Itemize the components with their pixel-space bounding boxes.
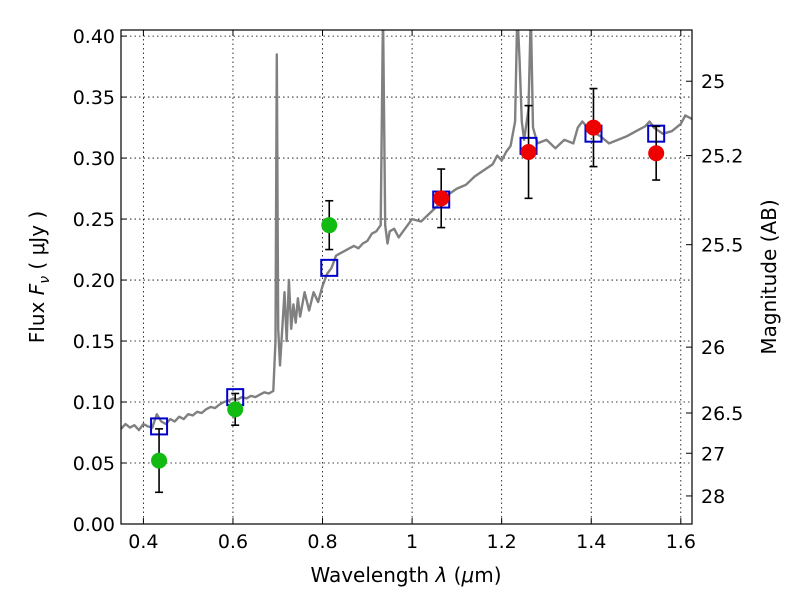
grid-lines — [121, 30, 692, 525]
y-tick-label: 0.20 — [73, 270, 115, 292]
y2-tick-label: 27 — [701, 443, 725, 465]
nir-photometry-point — [648, 145, 665, 162]
y-tick-label: 0.15 — [73, 331, 115, 353]
y-tick-label: 0.10 — [73, 392, 115, 414]
nir-photometry-point — [520, 143, 537, 160]
model-spectrum-line — [121, 30, 692, 432]
y-tick-label: 0.00 — [73, 514, 115, 536]
x-tick-label: 1.6 — [666, 531, 696, 553]
y2-tick-label: 26 — [701, 337, 725, 359]
y2-tick-label: 25.2 — [701, 146, 743, 168]
x-tick-label: 0.8 — [307, 531, 337, 553]
y-tick-label: 0.05 — [73, 453, 115, 475]
x-tick-label: 1 — [406, 531, 418, 553]
model-photometry-square — [320, 258, 339, 277]
y-tick-label: 0.25 — [73, 209, 115, 231]
y2-tick-label: 25.5 — [701, 235, 743, 257]
nir-photometry-point — [433, 190, 450, 207]
x-tick-label: 0.4 — [128, 531, 158, 553]
optical-photometry-point — [151, 452, 168, 469]
nir-photometry-point — [585, 119, 602, 136]
plot-marks — [121, 30, 692, 494]
y2-tick-label: 28 — [701, 486, 725, 508]
optical-photometry-point — [321, 217, 338, 234]
y-tick-label: 0.40 — [73, 26, 115, 48]
y-axis-label: Flux Fν ( μJy ) — [25, 211, 53, 343]
y2-tick-label: 26.5 — [701, 403, 743, 425]
plot-frame — [120, 29, 693, 525]
x-tick-label: 1.4 — [576, 531, 606, 553]
x-tick-label: 1.2 — [487, 531, 517, 553]
y2-tick-label: 25 — [701, 71, 725, 93]
x-tick-label: 0.6 — [218, 531, 248, 553]
y-tick-label: 0.35 — [73, 87, 115, 109]
y-tick-label: 0.30 — [73, 148, 115, 170]
y2-axis-label: Magnitude (AB) — [757, 199, 781, 354]
axes: 0.4 0.6 0.8 1 1.2 1.4 1.6 0.00 0.05 0.10 0.15 0.20 0… — [73, 26, 744, 553]
x-axis-label: Wavelength λ (μm) — [310, 563, 501, 587]
optical-photometry-point — [227, 401, 244, 418]
